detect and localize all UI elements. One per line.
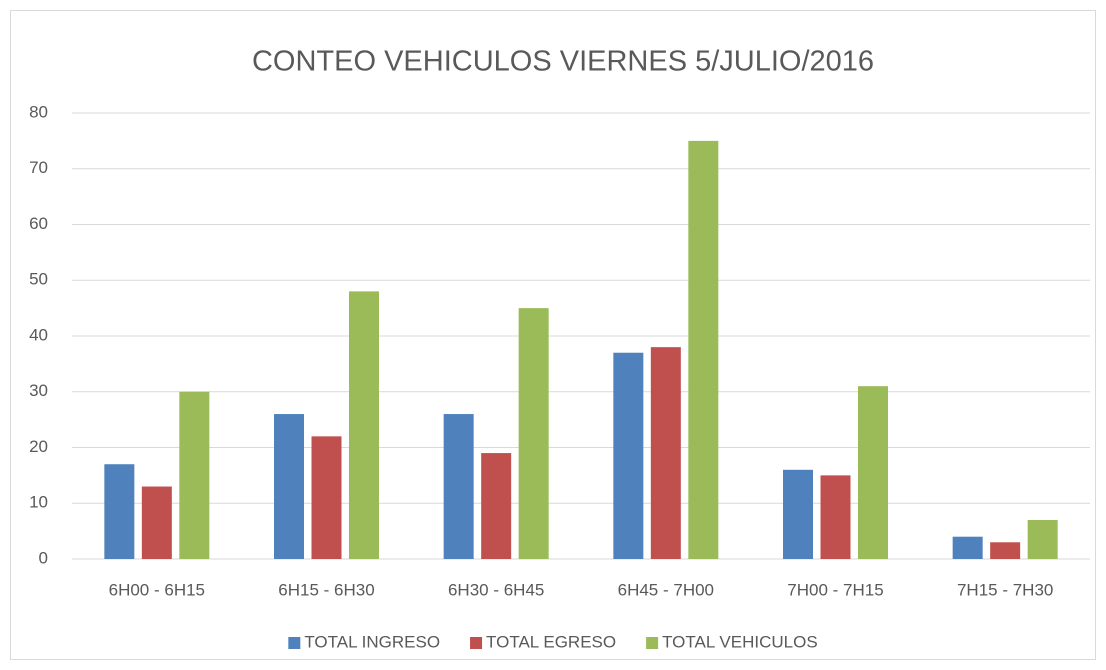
y-tick-label: 70 <box>29 158 48 177</box>
y-tick-label: 10 <box>29 493 48 512</box>
legend-label: TOTAL INGRESO <box>304 632 440 651</box>
bar <box>650 347 681 559</box>
bar <box>688 140 719 559</box>
y-tick-label: 60 <box>29 214 48 233</box>
x-tick-label: 6H45 - 7H00 <box>618 580 714 599</box>
bar <box>443 414 474 559</box>
y-tick-label: 20 <box>29 437 48 456</box>
y-tick-label: 80 <box>29 102 48 121</box>
bar <box>820 475 851 559</box>
x-tick-label: 6H00 - 6H15 <box>109 580 205 599</box>
bar <box>783 469 813 559</box>
bar <box>481 453 512 559</box>
bar <box>104 464 135 559</box>
bar <box>179 391 210 559</box>
legend-label: TOTAL VEHICULOS <box>662 632 818 651</box>
bar <box>858 386 888 559</box>
legend-swatch <box>470 637 483 649</box>
y-tick-label: 0 <box>39 548 48 567</box>
bar <box>274 414 304 559</box>
bar <box>613 352 644 559</box>
x-tick-label: 6H30 - 6H45 <box>448 580 544 599</box>
bar <box>1027 519 1058 559</box>
legend-swatch <box>288 637 301 649</box>
chart-border <box>10 10 1096 660</box>
x-tick-label: 6H15 - 6H30 <box>278 580 374 599</box>
bar <box>952 536 983 559</box>
bar <box>518 308 549 559</box>
y-tick-label: 50 <box>29 270 48 289</box>
bar <box>141 486 172 559</box>
legend-swatch <box>646 637 659 649</box>
y-tick-label: 30 <box>29 381 48 400</box>
bar <box>990 542 1021 559</box>
bar <box>311 436 342 559</box>
bar <box>349 291 379 559</box>
legend-label: TOTAL EGRESO <box>486 632 616 651</box>
chart-title: CONTEO VEHICULOS VIERNES 5/JULIO/2016 <box>252 46 874 78</box>
x-tick-label: 7H00 - 7H15 <box>787 580 883 599</box>
y-tick-label: 40 <box>29 325 48 344</box>
x-tick-label: 7H15 - 7H30 <box>957 580 1053 599</box>
